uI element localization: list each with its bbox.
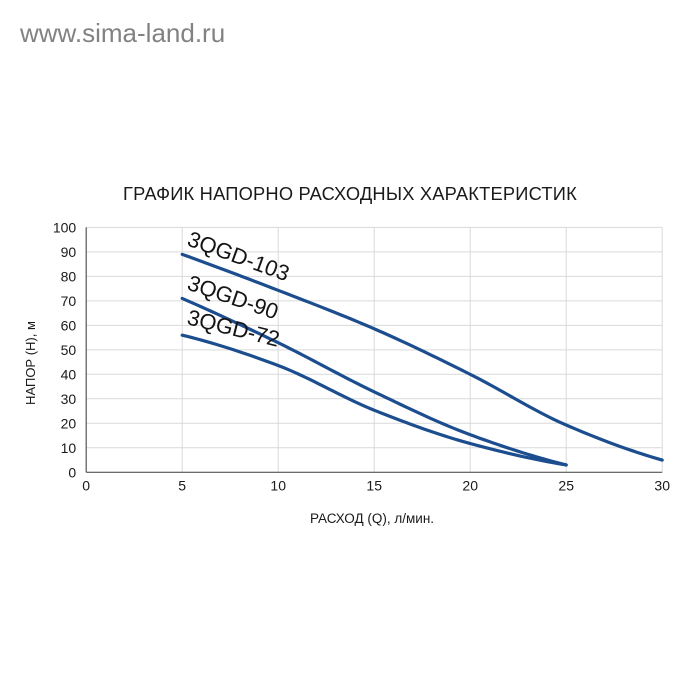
svg-text:10: 10: [61, 440, 77, 456]
svg-text:80: 80: [61, 268, 77, 284]
svg-text:100: 100: [53, 219, 77, 235]
svg-text:20: 20: [61, 415, 77, 431]
svg-text:10: 10: [270, 477, 286, 493]
svg-text:20: 20: [462, 477, 478, 493]
svg-text:50: 50: [61, 342, 77, 358]
svg-text:30: 30: [654, 477, 670, 493]
svg-text:70: 70: [61, 293, 77, 309]
svg-text:60: 60: [61, 317, 77, 333]
svg-text:40: 40: [61, 366, 77, 382]
svg-text:30: 30: [61, 391, 77, 407]
svg-text:0: 0: [68, 464, 76, 480]
svg-text:5: 5: [178, 477, 186, 493]
svg-text:90: 90: [61, 244, 77, 260]
svg-text:15: 15: [366, 477, 382, 493]
svg-text:25: 25: [558, 477, 574, 493]
svg-text:0: 0: [82, 477, 90, 493]
